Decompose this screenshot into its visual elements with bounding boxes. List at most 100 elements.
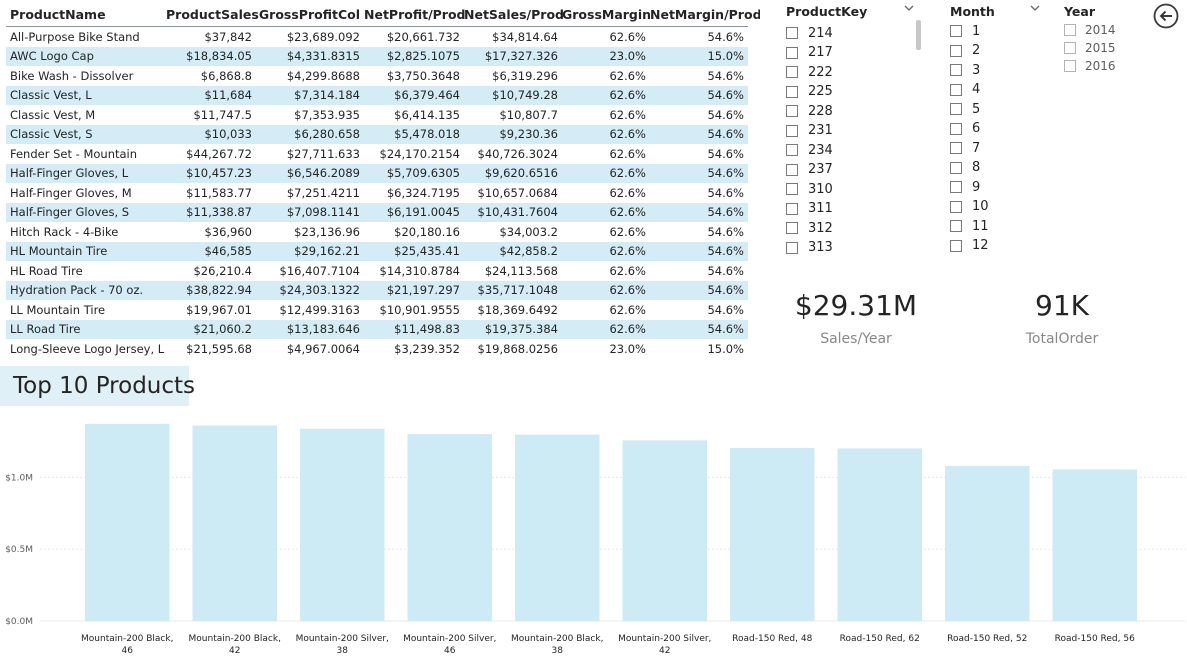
table-row[interactable]: All-Purpose Bike Stand $37,842 $23,689.092… bbox=[6, 27, 748, 47]
column-header[interactable]: GrossMargin bbox=[562, 2, 651, 27]
table-row[interactable]: LL Mountain Tire $19,967.01 $12,499.3163 $1… bbox=[6, 300, 748, 320]
checkbox[interactable] bbox=[786, 163, 798, 176]
productkey-slicer-item[interactable]: 312 bbox=[786, 219, 833, 237]
column-header[interactable]: NetMargin/Prod bbox=[650, 2, 760, 27]
checkbox[interactable] bbox=[786, 85, 798, 98]
table-cell: $3,239.352 bbox=[394, 341, 460, 356]
month-slicer-item[interactable]: 1 bbox=[950, 22, 980, 40]
checkbox[interactable] bbox=[1064, 42, 1076, 54]
month-slicer-item[interactable]: 2 bbox=[950, 42, 980, 60]
table-row[interactable]: Hitch Rack - 4-Bike $36,960 $23,136.96 $20,… bbox=[6, 222, 748, 242]
column-header[interactable]: ProductName bbox=[6, 2, 166, 27]
column-header[interactable]: ProductSales bbox=[166, 2, 259, 27]
table-cell: $6,319.296 bbox=[492, 68, 558, 83]
productkey-slicer-item[interactable]: 311 bbox=[786, 200, 833, 218]
x-tick-label: Road-150 Red, 56 bbox=[1055, 634, 1135, 644]
year-slicer-item[interactable]: 2015 bbox=[1064, 39, 1116, 57]
table-row[interactable]: HL Mountain Tire $46,585 $29,162.21 $25,435… bbox=[6, 241, 748, 261]
checkbox[interactable] bbox=[950, 44, 962, 57]
table-cell: 54.6% bbox=[707, 146, 744, 161]
productkey-slicer-item[interactable]: 214 bbox=[786, 24, 833, 42]
table-cell: $9,620.6516 bbox=[464, 163, 562, 183]
table-cell: $7,314.184 bbox=[256, 85, 364, 105]
month-slicer-item[interactable]: 12 bbox=[950, 237, 989, 255]
checkbox[interactable] bbox=[950, 220, 962, 232]
month-slicer-item[interactable]: 8 bbox=[950, 159, 980, 177]
checkbox[interactable] bbox=[950, 142, 962, 154]
table-row[interactable]: Classic Vest, M $11,747.5 $7,353.935 $6,414… bbox=[6, 105, 748, 125]
checkbox[interactable] bbox=[950, 239, 962, 252]
checkbox[interactable] bbox=[786, 241, 798, 254]
table-row[interactable]: Classic Vest, S $10,033 $6,280.658 $5,478.0… bbox=[6, 124, 748, 144]
productkey-slicer: ProductKey 214 217 222 225 228 231 234 237 310 31… bbox=[786, 0, 926, 262]
checkbox[interactable] bbox=[786, 124, 798, 137]
year-slicer-item[interactable]: 2014 bbox=[1064, 21, 1116, 39]
column-header[interactable]: NetSales/Prod bbox=[464, 2, 564, 27]
checkbox[interactable] bbox=[786, 202, 798, 215]
table-cell: $4,299.8688 bbox=[286, 68, 360, 83]
table-row[interactable]: LL Road Tire $21,060.2 $13,183.646 $11,498.… bbox=[6, 319, 748, 339]
checkbox[interactable] bbox=[950, 200, 962, 213]
checkbox[interactable] bbox=[950, 103, 962, 115]
checkbox[interactable] bbox=[1064, 24, 1076, 36]
checkbox[interactable] bbox=[786, 222, 798, 234]
table-row[interactable]: Long-Sleeve Logo Jersey, L $21,595.68 $4,9… bbox=[6, 339, 748, 359]
productkey-slicer-item[interactable]: 237 bbox=[786, 161, 833, 179]
table-cell: Half-Finger Gloves, L bbox=[6, 163, 166, 183]
month-slicer-item[interactable]: 9 bbox=[950, 178, 980, 196]
chevron-down-icon[interactable] bbox=[1030, 4, 1040, 15]
productkey-slicer-item[interactable]: 228 bbox=[786, 102, 833, 120]
month-slicer-item[interactable]: 6 bbox=[950, 120, 980, 138]
month-slicer-item[interactable]: 4 bbox=[950, 81, 980, 99]
productkey-scrollbar[interactable] bbox=[916, 20, 921, 50]
table-row[interactable]: HL Road Tire $26,210.4 $16,407.7104 $14,310… bbox=[6, 261, 748, 281]
productkey-slicer-item[interactable]: 225 bbox=[786, 83, 833, 101]
table-row[interactable]: Hydration Pack - 70 oz. $38,822.94 $24,303… bbox=[6, 280, 748, 300]
table-row[interactable]: Half-Finger Gloves, S $11,338.87 $7,098.11… bbox=[6, 202, 748, 222]
product-grid: ProductName ProductSales GrossProfitCol Net… bbox=[6, 2, 760, 359]
month-slicer-item[interactable]: 3 bbox=[950, 61, 980, 79]
checkbox[interactable] bbox=[786, 27, 798, 39]
checkbox[interactable] bbox=[950, 25, 962, 37]
table-cell: $35,717.1048 bbox=[464, 280, 562, 300]
table-row[interactable]: AWC Logo Cap $18,834.05 $4,331.8315 $2,825.… bbox=[6, 46, 748, 66]
month-item-label: 1 bbox=[972, 23, 981, 39]
table-cell: $27,711.633 bbox=[286, 146, 360, 161]
month-item-label: 3 bbox=[972, 62, 981, 78]
table-row[interactable]: Bike Wash - Dissolver $6,868.8 $4,299.8688… bbox=[6, 66, 748, 86]
month-slicer-item[interactable]: 11 bbox=[950, 217, 989, 235]
table-cell: $19,375.384 bbox=[464, 319, 562, 339]
table-row[interactable]: Fender Set - Mountain $44,267.72 $27,711.6… bbox=[6, 144, 748, 164]
table-row[interactable]: Classic Vest, L $11,684 $7,314.184 $6,379.4… bbox=[6, 85, 748, 105]
month-slicer-item[interactable]: 7 bbox=[950, 139, 980, 157]
month-slicer-item[interactable]: 5 bbox=[950, 100, 980, 118]
checkbox[interactable] bbox=[950, 122, 962, 135]
chevron-down-icon[interactable] bbox=[904, 4, 914, 15]
table-cell: $21,060.2 bbox=[166, 319, 256, 339]
checkbox[interactable] bbox=[950, 83, 962, 96]
checkbox[interactable] bbox=[950, 181, 962, 193]
checkbox[interactable] bbox=[1064, 60, 1076, 72]
checkbox[interactable] bbox=[786, 183, 798, 195]
productkey-slicer-item[interactable]: 217 bbox=[786, 44, 833, 62]
table-cell: $6,379.464 bbox=[364, 85, 464, 105]
checkbox[interactable] bbox=[950, 161, 962, 174]
productkey-slicer-item[interactable]: 222 bbox=[786, 63, 833, 81]
year-slicer-item[interactable]: 2016 bbox=[1064, 57, 1116, 75]
checkbox[interactable] bbox=[786, 46, 798, 59]
column-header[interactable]: NetProfit/Prod bbox=[364, 2, 466, 27]
productkey-slicer-item[interactable]: 313 bbox=[786, 239, 833, 257]
productkey-slicer-item[interactable]: 231 bbox=[786, 122, 833, 140]
productkey-slicer-item[interactable]: 310 bbox=[786, 180, 833, 198]
table-row[interactable]: Half-Finger Gloves, L $10,457.23 $6,546.20… bbox=[6, 163, 748, 183]
table-row[interactable]: Half-Finger Gloves, M $11,583.77 $7,251.42… bbox=[6, 183, 748, 203]
back-arrow-icon[interactable] bbox=[1153, 3, 1179, 29]
productkey-slicer-item[interactable]: 234 bbox=[786, 141, 833, 159]
checkbox[interactable] bbox=[786, 144, 798, 156]
checkbox[interactable] bbox=[950, 64, 962, 76]
checkbox[interactable] bbox=[786, 66, 798, 78]
column-header[interactable]: GrossProfitCol bbox=[256, 2, 364, 27]
checkbox[interactable] bbox=[786, 105, 798, 117]
table-cell: $24,170.2154 bbox=[379, 146, 460, 161]
month-slicer-item[interactable]: 10 bbox=[950, 198, 989, 216]
